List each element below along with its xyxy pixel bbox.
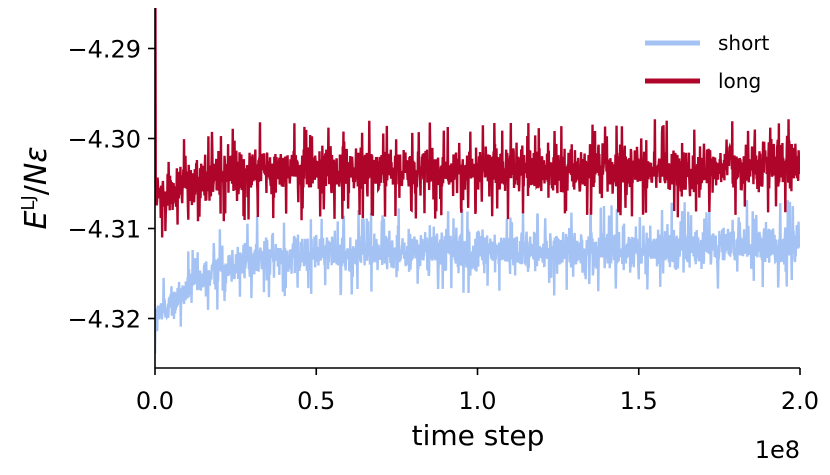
legend-label-short: short xyxy=(718,31,770,55)
plot-area xyxy=(155,8,800,354)
y-tick-label: −4.29 xyxy=(67,36,141,64)
x-tick-label: 2.0 xyxy=(781,387,819,415)
y-label-e: E xyxy=(19,211,54,230)
y-tick-label: −4.32 xyxy=(67,306,141,334)
axes-layer: 0.0 0.5 1.0 1.5 2.0 −4.29 −4.30 −4.31 −4.32 xyxy=(67,8,819,415)
y-label-epsilon: ε xyxy=(19,146,54,162)
series-line-long xyxy=(155,8,800,238)
x-axis-label: time step xyxy=(412,419,545,452)
legend: short long xyxy=(645,31,770,93)
x-tick-label: 0.5 xyxy=(297,387,335,415)
x-tick-label: 1.5 xyxy=(620,387,658,415)
y-tick-label: −4.31 xyxy=(67,216,141,244)
x-offset-label: 1e8 xyxy=(755,436,800,464)
legend-label-long: long xyxy=(718,69,761,93)
labels-layer: time step 1e8 ELJ/Nε xyxy=(18,146,800,464)
y-tick-label: −4.30 xyxy=(67,126,141,154)
series-layer xyxy=(155,8,800,354)
y-axis-label: ELJ/Nε xyxy=(18,146,54,229)
x-tick-label: 1.0 xyxy=(458,387,496,415)
series-line-short xyxy=(155,200,800,354)
y-label-superscript: LJ xyxy=(18,195,39,210)
y-label-n: N xyxy=(19,163,54,185)
y-label-slash: / xyxy=(19,184,54,195)
x-tick-label: 0.0 xyxy=(136,387,174,415)
